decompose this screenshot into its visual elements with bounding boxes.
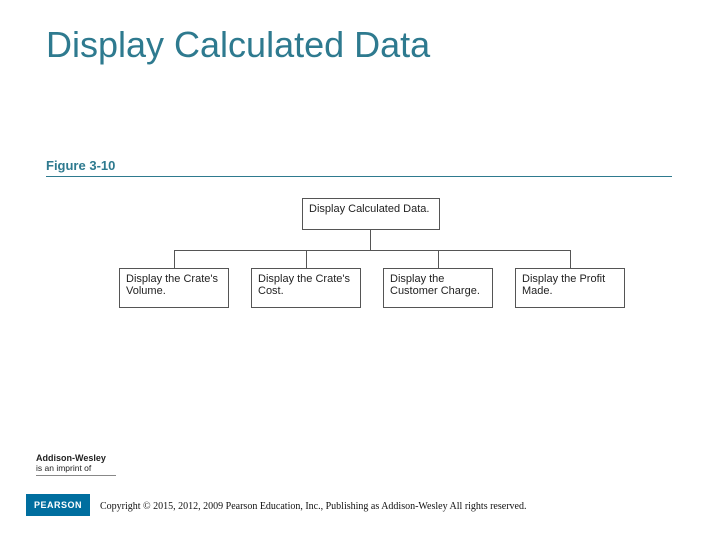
- imprint-brand: Addison-Wesley: [36, 453, 126, 463]
- child-node-label: Display the Customer Charge.: [390, 273, 480, 297]
- connector-child-stem: [174, 250, 175, 268]
- slide-title: Display Calculated Data: [46, 24, 430, 66]
- connector-child-stem: [306, 250, 307, 268]
- imprint-block: Addison-Wesley is an imprint of: [36, 453, 126, 476]
- child-node-label: Display the Crate's Volume.: [126, 273, 218, 297]
- connector-child-stem: [570, 250, 571, 268]
- figure-label: Figure 3-10: [46, 158, 115, 173]
- hierarchy-diagram: Display Calculated Data. Display the Cra…: [46, 198, 672, 358]
- figure-rule: [46, 176, 672, 177]
- imprint-rule: [36, 475, 116, 476]
- pearson-logo: PEARSON: [26, 494, 90, 516]
- child-node: Display the Crate's Cost.: [251, 268, 361, 308]
- child-node: Display the Customer Charge.: [383, 268, 493, 308]
- pearson-logo-text: PEARSON: [34, 500, 82, 510]
- connector-root-stem: [370, 230, 371, 250]
- child-node-label: Display the Profit Made.: [522, 273, 605, 297]
- root-node: Display Calculated Data.: [302, 198, 440, 230]
- root-node-label: Display Calculated Data.: [309, 203, 429, 215]
- connector-hbar: [174, 250, 570, 251]
- child-node: Display the Profit Made.: [515, 268, 625, 308]
- connector-child-stem: [438, 250, 439, 268]
- copyright-text: Copyright © 2015, 2012, 2009 Pearson Edu…: [100, 501, 526, 512]
- child-node-label: Display the Crate's Cost.: [258, 273, 350, 297]
- child-node: Display the Crate's Volume.: [119, 268, 229, 308]
- imprint-sub: is an imprint of: [36, 463, 126, 473]
